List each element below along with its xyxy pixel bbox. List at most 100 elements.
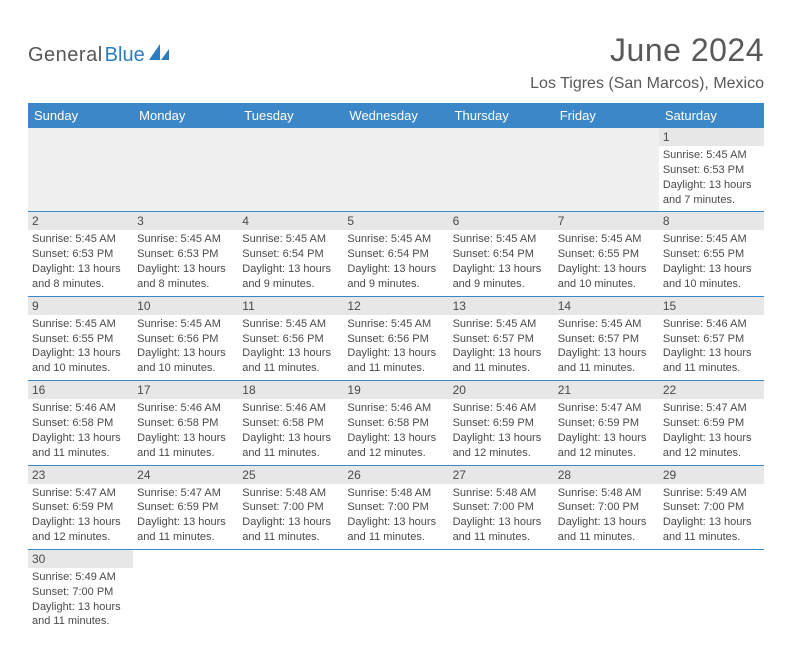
title-block: June 2024 Los Tigres (San Marcos), Mexic… [530,32,764,93]
sunset-text: Sunset: 7:00 PM [32,585,129,600]
day-details: Sunrise: 5:46 AMSunset: 6:58 PMDaylight:… [133,399,238,464]
day-cell [554,128,659,212]
day-cell: 13Sunrise: 5:45 AMSunset: 6:57 PMDayligh… [449,296,554,380]
day-number: 5 [343,212,448,230]
day-cell: 24Sunrise: 5:47 AMSunset: 6:59 PMDayligh… [133,465,238,549]
sunset-text: Sunset: 6:59 PM [32,500,129,515]
day-details: Sunrise: 5:45 AMSunset: 6:55 PMDaylight:… [659,230,764,295]
daylight-text-1: Daylight: 13 hours [558,262,655,277]
sunset-text: Sunset: 6:53 PM [137,247,234,262]
daylight-text-2: and 12 minutes. [558,446,655,461]
daylight-text-1: Daylight: 13 hours [453,431,550,446]
logo-text-blue: Blue [105,44,145,67]
day-details: Sunrise: 5:47 AMSunset: 6:59 PMDaylight:… [659,399,764,464]
day-details: Sunrise: 5:48 AMSunset: 7:00 PMDaylight:… [343,484,448,549]
day-cell: 5Sunrise: 5:45 AMSunset: 6:54 PMDaylight… [343,212,448,296]
sunrise-text: Sunrise: 5:46 AM [137,401,234,416]
sunset-text: Sunset: 6:54 PM [453,247,550,262]
sunset-text: Sunset: 6:58 PM [242,416,339,431]
daylight-text-2: and 11 minutes. [137,530,234,545]
logo-text-general: General [28,44,103,67]
day-number: 15 [659,297,764,315]
day-details: Sunrise: 5:45 AMSunset: 6:53 PMDaylight:… [133,230,238,295]
sunset-text: Sunset: 7:00 PM [347,500,444,515]
sunset-text: Sunset: 6:56 PM [137,332,234,347]
day-details: Sunrise: 5:45 AMSunset: 6:56 PMDaylight:… [343,315,448,380]
day-cell: 23Sunrise: 5:47 AMSunset: 6:59 PMDayligh… [28,465,133,549]
week-row: 1Sunrise: 5:45 AMSunset: 6:53 PMDaylight… [28,128,764,212]
day-details: Sunrise: 5:49 AMSunset: 7:00 PMDaylight:… [28,568,133,633]
daylight-text-1: Daylight: 13 hours [558,515,655,530]
sunrise-text: Sunrise: 5:45 AM [137,232,234,247]
daylight-text-2: and 10 minutes. [137,361,234,376]
week-row: 16Sunrise: 5:46 AMSunset: 6:58 PMDayligh… [28,381,764,465]
daylight-text-1: Daylight: 13 hours [453,515,550,530]
day-number: 9 [28,297,133,315]
day-details: Sunrise: 5:48 AMSunset: 7:00 PMDaylight:… [449,484,554,549]
sunrise-text: Sunrise: 5:47 AM [663,401,760,416]
sunrise-text: Sunrise: 5:45 AM [242,317,339,332]
day-number: 3 [133,212,238,230]
day-details: Sunrise: 5:45 AMSunset: 6:55 PMDaylight:… [28,315,133,380]
day-details: Sunrise: 5:46 AMSunset: 6:57 PMDaylight:… [659,315,764,380]
sunrise-text: Sunrise: 5:47 AM [558,401,655,416]
daylight-text-1: Daylight: 13 hours [663,346,760,361]
day-number: 20 [449,381,554,399]
daylight-text-1: Daylight: 13 hours [347,262,444,277]
daylight-text-1: Daylight: 13 hours [32,262,129,277]
dow-wed: Wednesday [343,103,448,128]
sunrise-text: Sunrise: 5:49 AM [663,486,760,501]
daylight-text-1: Daylight: 13 hours [453,262,550,277]
sunrise-text: Sunrise: 5:47 AM [32,486,129,501]
day-cell [133,128,238,212]
day-details: Sunrise: 5:48 AMSunset: 7:00 PMDaylight:… [554,484,659,549]
sunset-text: Sunset: 6:56 PM [347,332,444,347]
day-details: Sunrise: 5:45 AMSunset: 6:56 PMDaylight:… [238,315,343,380]
sunrise-text: Sunrise: 5:45 AM [32,317,129,332]
sunrise-text: Sunrise: 5:45 AM [663,148,760,163]
sunset-text: Sunset: 6:53 PM [663,163,760,178]
day-cell: 7Sunrise: 5:45 AMSunset: 6:55 PMDaylight… [554,212,659,296]
dow-header-row: Sunday Monday Tuesday Wednesday Thursday… [28,103,764,128]
day-number: 2 [28,212,133,230]
sunset-text: Sunset: 6:58 PM [137,416,234,431]
sunrise-text: Sunrise: 5:48 AM [558,486,655,501]
day-number: 26 [343,466,448,484]
daylight-text-1: Daylight: 13 hours [242,515,339,530]
week-row: 30Sunrise: 5:49 AMSunset: 7:00 PMDayligh… [28,549,764,633]
day-number: 27 [449,466,554,484]
sunset-text: Sunset: 6:59 PM [453,416,550,431]
daylight-text-2: and 11 minutes. [663,530,760,545]
day-details: Sunrise: 5:45 AMSunset: 6:54 PMDaylight:… [449,230,554,295]
day-cell [449,549,554,633]
sunset-text: Sunset: 6:54 PM [347,247,444,262]
day-cell: 19Sunrise: 5:46 AMSunset: 6:58 PMDayligh… [343,381,448,465]
day-cell [133,549,238,633]
dow-sun: Sunday [28,103,133,128]
sunrise-text: Sunrise: 5:45 AM [453,317,550,332]
dow-sat: Saturday [659,103,764,128]
day-number: 24 [133,466,238,484]
sunrise-text: Sunrise: 5:45 AM [663,232,760,247]
daylight-text-2: and 12 minutes. [453,446,550,461]
sunset-text: Sunset: 6:57 PM [558,332,655,347]
daylight-text-1: Daylight: 13 hours [663,515,760,530]
sunrise-text: Sunrise: 5:46 AM [32,401,129,416]
day-number: 11 [238,297,343,315]
day-cell: 21Sunrise: 5:47 AMSunset: 6:59 PMDayligh… [554,381,659,465]
logo: GeneralBlue [28,32,171,67]
day-number: 6 [449,212,554,230]
day-cell: 17Sunrise: 5:46 AMSunset: 6:58 PMDayligh… [133,381,238,465]
day-cell: 9Sunrise: 5:45 AMSunset: 6:55 PMDaylight… [28,296,133,380]
day-details: Sunrise: 5:46 AMSunset: 6:58 PMDaylight:… [238,399,343,464]
sunset-text: Sunset: 6:55 PM [32,332,129,347]
day-cell [343,549,448,633]
sunset-text: Sunset: 6:55 PM [663,247,760,262]
daylight-text-2: and 9 minutes. [347,277,444,292]
day-cell: 15Sunrise: 5:46 AMSunset: 6:57 PMDayligh… [659,296,764,380]
daylight-text-1: Daylight: 13 hours [32,515,129,530]
sunset-text: Sunset: 6:55 PM [558,247,655,262]
day-details: Sunrise: 5:45 AMSunset: 6:53 PMDaylight:… [28,230,133,295]
daylight-text-1: Daylight: 13 hours [32,346,129,361]
sunrise-text: Sunrise: 5:45 AM [347,317,444,332]
